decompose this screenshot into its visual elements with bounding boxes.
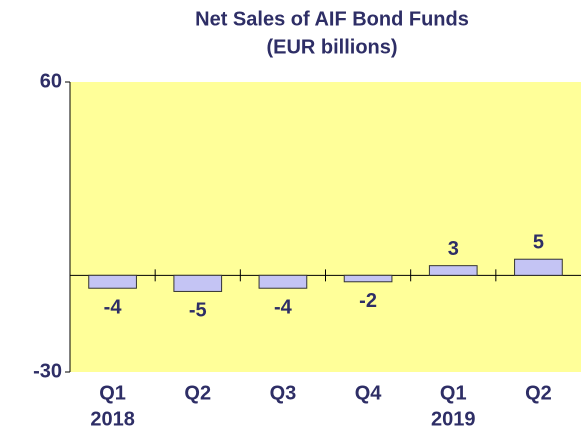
x-tick-label: Q2 (525, 382, 552, 404)
x-year-label: 2019 (431, 408, 476, 430)
data-label: 5 (533, 232, 544, 254)
x-tick-label: Q4 (355, 382, 383, 404)
x-tick-label: Q1 (440, 382, 467, 404)
data-label: -5 (189, 300, 207, 322)
x-year-label: 2018 (90, 408, 135, 430)
chart-subtitle: (EUR billions) (266, 36, 397, 58)
bar (343, 274, 393, 283)
bar (428, 265, 478, 276)
plot-area (70, 82, 581, 372)
x-tick-label: Q1 (99, 382, 126, 404)
data-label: -2 (359, 290, 377, 312)
bar (173, 274, 223, 292)
data-label: -4 (104, 297, 123, 319)
x-tick-label: Q2 (184, 382, 211, 404)
bar (88, 274, 137, 289)
y-tick-label: -30 (33, 360, 62, 382)
data-label: -4 (274, 297, 293, 319)
y-tick-label: 60 (40, 70, 62, 92)
data-label: 3 (448, 238, 459, 260)
x-tick-label: Q3 (270, 382, 297, 404)
bar (258, 274, 308, 289)
chart-title: Net Sales of AIF Bond Funds (195, 8, 469, 30)
bar (514, 258, 563, 276)
